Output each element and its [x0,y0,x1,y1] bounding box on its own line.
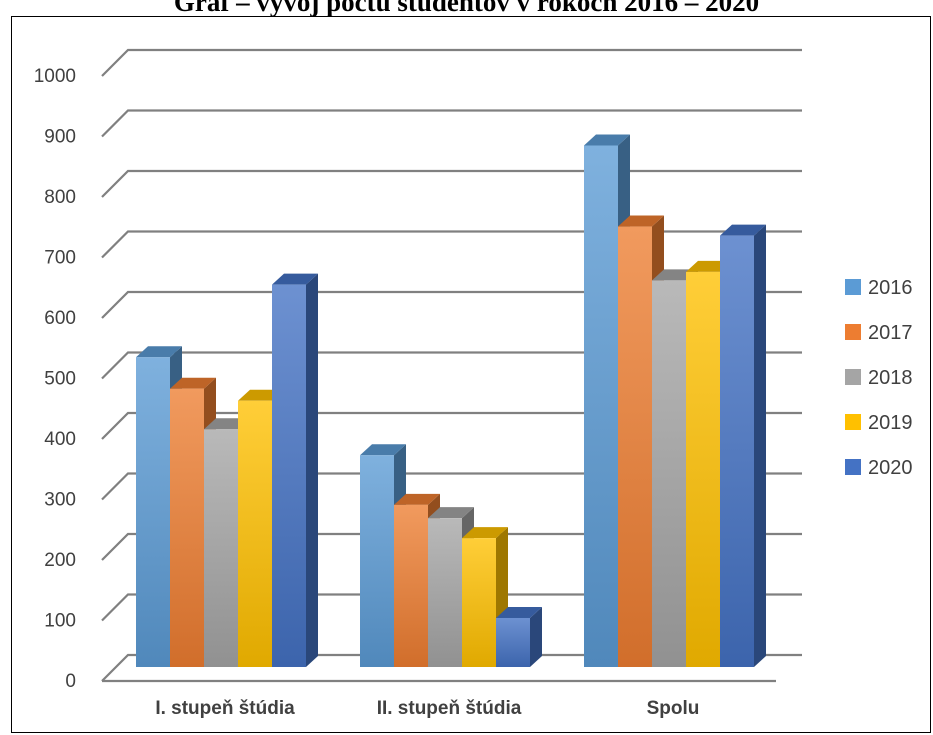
legend-label: 2017 [868,322,913,344]
gridline-700 [101,230,802,259]
x-axis-tick-labels: I. stupeň štúdia II. stupeň štúdia Spolu [155,698,699,719]
chart-frame [11,16,931,733]
y-tick-label: 200 [44,550,76,571]
y-tick-label: 700 [44,248,76,269]
y-tick-label: 500 [44,369,76,390]
legend: 2016 2017 2018 2019 2020 [845,277,913,479]
bars [136,134,766,668]
gridline-0 [101,653,802,682]
gridline-500 [101,351,802,380]
legend-swatch [845,459,861,475]
gridline-800 [101,169,802,198]
gridline-100 [101,593,802,622]
y-tick-label: 800 [44,187,76,208]
gridline-300 [101,472,802,501]
legend-entry-2019: 2019 [845,412,913,434]
y-tick-label: 300 [44,490,76,511]
legend-entry-2020: 2020 [845,457,913,479]
gridline-400 [101,411,802,440]
y-axis-tick-labels: 0 100 200 300 400 500 600 700 800 900 1000 [34,66,76,692]
gridline-600 [101,290,802,319]
y-tick-label: 600 [44,308,76,329]
legend-label: 2018 [868,367,913,389]
y-tick-label: 1000 [34,66,76,87]
y-tick-label: 0 [65,671,76,692]
legend-label: 2016 [868,277,913,299]
legend-entry-2016: 2016 [845,277,913,299]
legend-swatch [845,324,861,340]
legend-entry-2017: 2017 [845,322,913,344]
bar-2020-2 [496,606,542,667]
y-tick-label: 400 [44,429,76,450]
chart-title: Graf – vývoj počtu študentov v rokoch 20… [173,0,760,17]
legend-label: 2020 [868,457,913,479]
y-tick-label: 100 [44,611,76,632]
gridline-1000 [101,48,802,77]
legend-entry-2018: 2018 [845,367,913,389]
gridlines [101,48,802,683]
x-tick-label: II. stupeň štúdia [377,698,522,719]
legend-label: 2019 [868,412,913,434]
x-tick-label: I. stupeň štúdia [155,698,295,719]
x-tick-label: Spolu [647,698,700,719]
legend-swatch [845,279,861,295]
bar-2019-2 [462,527,508,667]
y-tick-label: 900 [44,127,76,148]
bar-2020-1 [272,273,318,667]
gridline-200 [101,532,802,561]
legend-swatch [845,369,861,385]
gridline-900 [101,109,802,138]
legend-swatch [845,414,861,430]
bar-2020-3 [720,224,766,667]
